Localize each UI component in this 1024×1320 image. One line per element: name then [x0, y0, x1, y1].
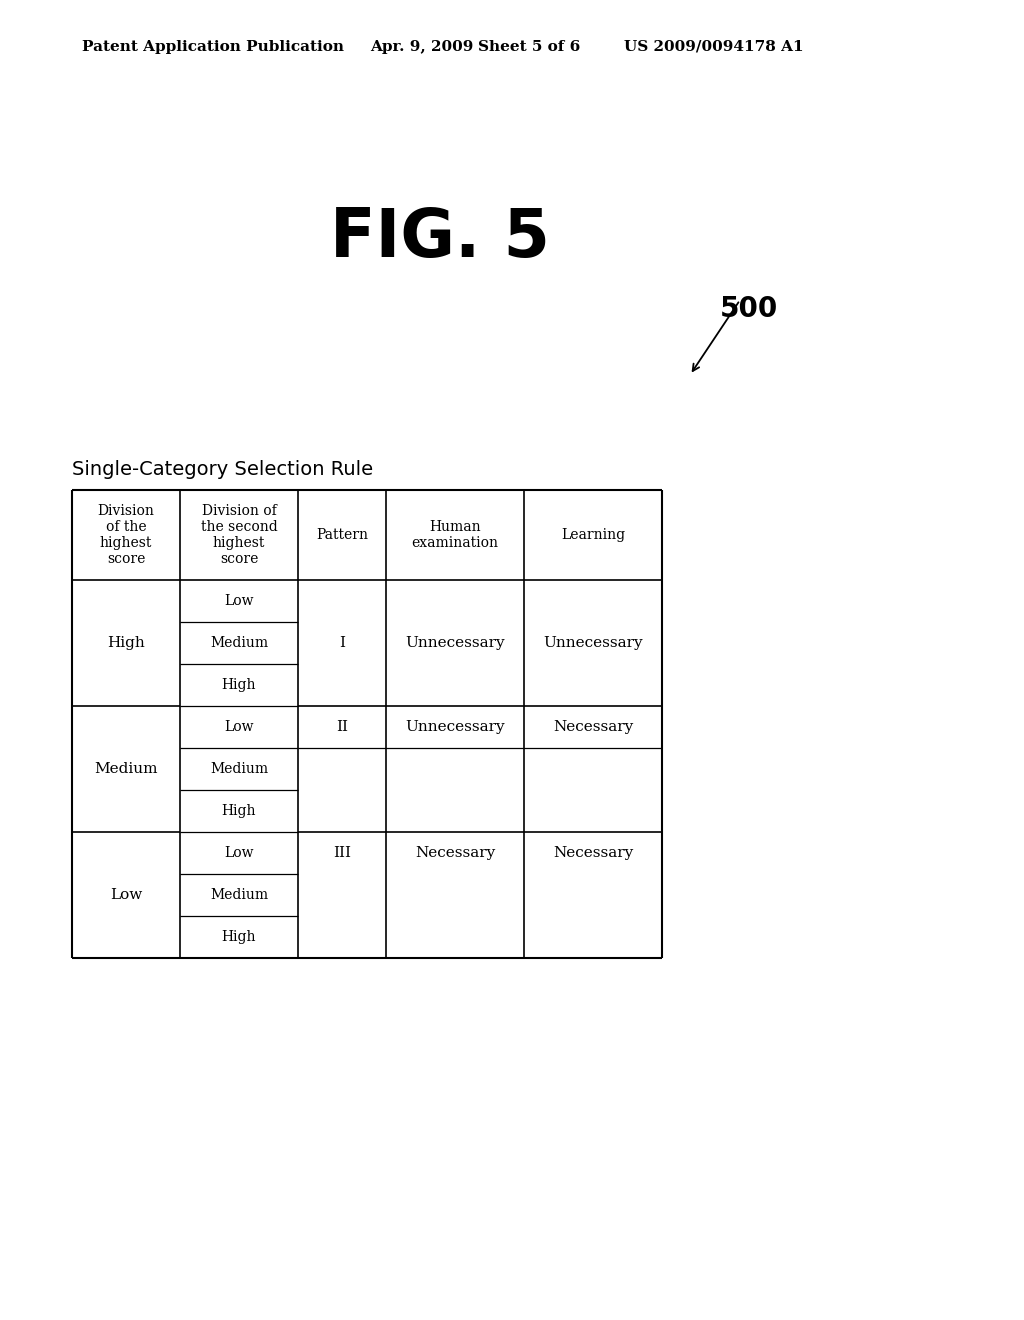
Text: High: High	[222, 804, 256, 818]
Text: Necessary: Necessary	[553, 846, 633, 861]
Text: Division of
the second
highest
score: Division of the second highest score	[201, 504, 278, 566]
Text: Low: Low	[110, 888, 142, 902]
Text: Low: Low	[224, 846, 254, 861]
Text: Necessary: Necessary	[415, 846, 496, 861]
Text: Apr. 9, 2009: Apr. 9, 2009	[370, 40, 473, 54]
Text: Unnecessary: Unnecessary	[543, 636, 643, 649]
Text: Low: Low	[224, 719, 254, 734]
Text: I: I	[339, 636, 345, 649]
Text: Sheet 5 of 6: Sheet 5 of 6	[478, 40, 581, 54]
Text: FIG. 5: FIG. 5	[330, 205, 550, 271]
Text: 500: 500	[720, 294, 778, 323]
Text: Low: Low	[224, 594, 254, 609]
Text: III: III	[333, 846, 351, 861]
Text: Patent Application Publication: Patent Application Publication	[82, 40, 344, 54]
Text: Necessary: Necessary	[553, 719, 633, 734]
Text: Human
examination: Human examination	[412, 520, 499, 550]
Text: Division
of the
highest
score: Division of the highest score	[97, 504, 155, 566]
Text: Single-Category Selection Rule: Single-Category Selection Rule	[72, 459, 373, 479]
Text: Unnecessary: Unnecessary	[406, 636, 505, 649]
Text: Medium: Medium	[210, 762, 268, 776]
Text: Medium: Medium	[94, 762, 158, 776]
Text: Medium: Medium	[210, 636, 268, 649]
Text: Learning: Learning	[561, 528, 625, 543]
Text: US 2009/0094178 A1: US 2009/0094178 A1	[624, 40, 804, 54]
Text: Pattern: Pattern	[316, 528, 368, 543]
Text: Unnecessary: Unnecessary	[406, 719, 505, 734]
Text: II: II	[336, 719, 348, 734]
Text: High: High	[108, 636, 144, 649]
Text: High: High	[222, 931, 256, 944]
Text: Medium: Medium	[210, 888, 268, 902]
Text: High: High	[222, 678, 256, 692]
